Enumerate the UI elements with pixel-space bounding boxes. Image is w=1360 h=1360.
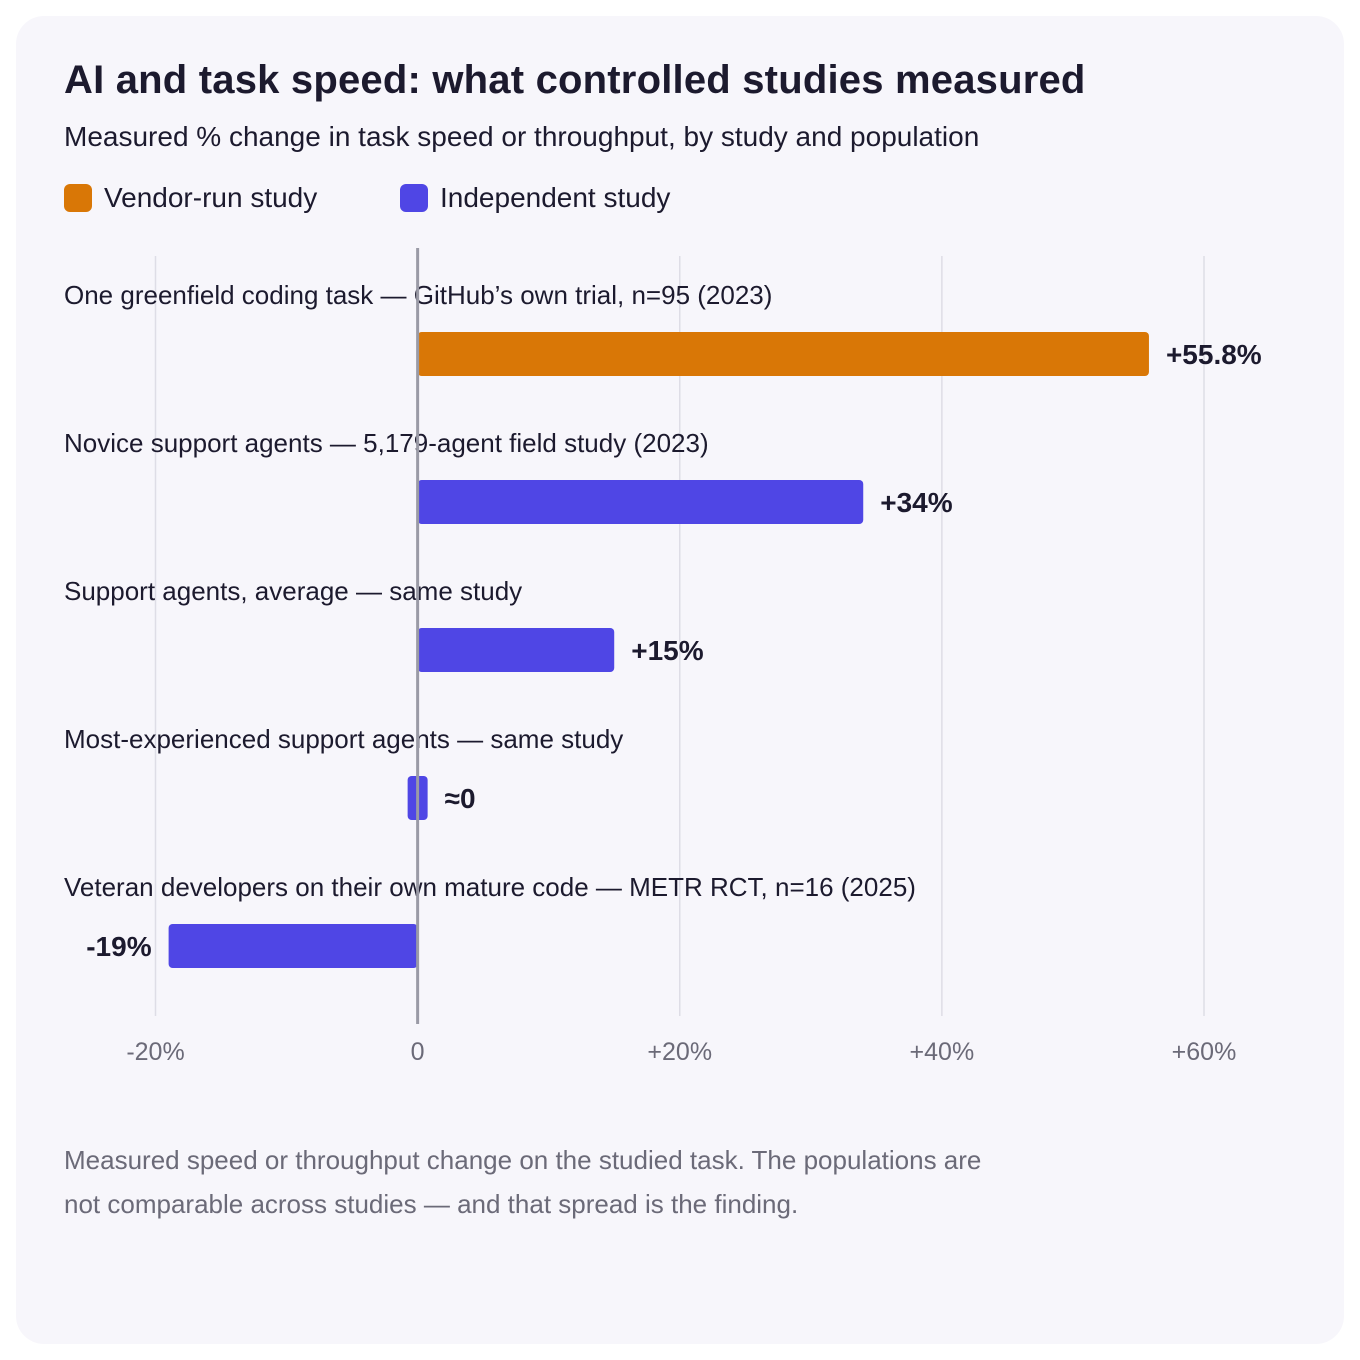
value-label: +15% <box>631 635 703 666</box>
footnote-line-1: Measured speed or throughput change on t… <box>64 1145 982 1175</box>
bar <box>168 924 418 968</box>
x-tick-label: +20% <box>647 1038 712 1066</box>
legend-label-vendor: Vendor-run study <box>104 182 318 213</box>
bar <box>417 332 1149 376</box>
category-label: Support agents, average — same study <box>64 576 522 606</box>
category-label: Most-experienced support agents — same s… <box>64 724 623 754</box>
bar <box>417 480 864 524</box>
x-tick-label: +40% <box>910 1038 975 1066</box>
chart-title: AI and task speed: what controlled studi… <box>64 58 1086 102</box>
legend-swatch-vendor <box>64 184 92 212</box>
legend-item-vendor: Vendor-run study <box>64 182 317 214</box>
value-label: -19% <box>86 931 151 962</box>
chart-subtitle: Measured % change in task speed or throu… <box>64 121 980 152</box>
x-tick-label: -20% <box>126 1038 184 1066</box>
legend-item-independent: Independent study <box>400 182 670 214</box>
x-tick-label: 0 <box>411 1038 425 1066</box>
value-label: +34% <box>880 487 952 518</box>
legend-label-independent: Independent study <box>440 182 671 213</box>
category-label: Veteran developers on their own mature c… <box>64 872 916 902</box>
bar <box>417 628 615 672</box>
value-label: ≈0 <box>445 783 476 814</box>
value-label: +55.8% <box>1166 339 1262 370</box>
footnote-line-2: not comparable across studies — and that… <box>64 1189 799 1219</box>
x-tick-label: +60% <box>1172 1038 1237 1066</box>
legend-swatch-independent <box>400 184 428 212</box>
category-label: Novice support agents — 5,179-agent fiel… <box>64 428 709 458</box>
chart-footnote: Measured speed or throughput change on t… <box>64 1138 1104 1226</box>
